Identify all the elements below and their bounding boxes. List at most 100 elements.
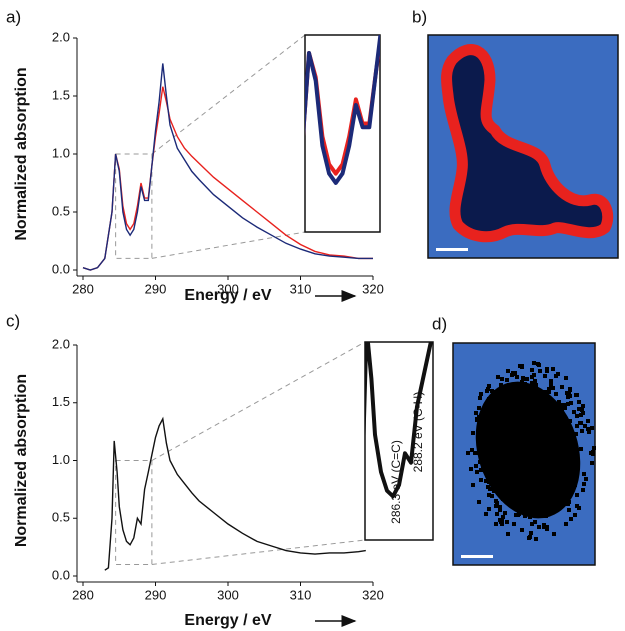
zoom-guide	[151, 341, 366, 461]
y-tick-label: 1.5	[52, 87, 70, 102]
pixel	[564, 417, 568, 421]
pixel	[520, 380, 524, 384]
inset-frame	[304, 34, 381, 233]
x-tick-label: 310	[290, 587, 312, 602]
pixel	[590, 426, 594, 430]
pixel	[586, 427, 590, 431]
pixel	[501, 515, 505, 519]
pixel	[567, 480, 571, 484]
pixel	[495, 501, 499, 505]
zoom-guide	[151, 231, 306, 259]
pixel	[494, 390, 498, 394]
pixel	[495, 512, 499, 516]
pixel	[577, 506, 581, 510]
pixel	[539, 509, 543, 513]
pixel	[533, 520, 537, 524]
y-tick-label: 1.0	[52, 145, 70, 160]
pixel	[521, 377, 525, 381]
pixel	[573, 463, 577, 467]
x-tick-label: 320	[362, 587, 384, 602]
annotation: 286.3 eV (C=C)	[389, 440, 403, 524]
pixel	[560, 385, 564, 389]
pixel	[544, 514, 548, 518]
panel-label: c)	[6, 311, 20, 330]
pixel	[569, 401, 573, 405]
pixel	[574, 393, 578, 397]
pixel	[525, 377, 529, 381]
x-tick-label: 280	[72, 587, 94, 602]
pixel	[532, 373, 536, 377]
pixel	[569, 433, 573, 437]
pixel	[572, 410, 576, 414]
pixel	[492, 394, 496, 398]
pixel	[470, 448, 474, 452]
pixel	[532, 361, 536, 365]
pixel	[575, 414, 579, 418]
pixel	[568, 387, 572, 391]
pixel	[543, 390, 547, 394]
pixel	[501, 497, 505, 501]
pixel	[568, 470, 572, 474]
x-tick-label: 290	[145, 281, 167, 296]
pixel	[499, 383, 503, 387]
pixel	[566, 402, 570, 406]
pixel	[484, 452, 488, 456]
pixel	[511, 371, 515, 375]
pixel	[558, 403, 562, 407]
pixel	[560, 407, 564, 411]
pixel	[511, 388, 515, 392]
pixel	[570, 481, 574, 485]
pixel	[577, 400, 581, 404]
pixel	[564, 376, 568, 380]
pixel	[477, 415, 481, 419]
pixel	[554, 392, 558, 396]
pixel	[475, 470, 479, 474]
pixel	[556, 505, 560, 509]
pixel	[487, 480, 491, 484]
pixel	[533, 379, 537, 383]
pixel	[496, 394, 500, 398]
zoom-box	[115, 153, 153, 259]
y-tick-label: 1.0	[52, 452, 70, 467]
pixel	[515, 375, 519, 379]
pixel	[551, 386, 555, 390]
pixel	[503, 511, 507, 515]
pixel	[487, 384, 491, 388]
pixel	[551, 367, 555, 371]
pixel	[543, 374, 547, 378]
pixel	[478, 442, 482, 446]
pixel	[583, 424, 587, 428]
inset-line-series	[365, 342, 433, 499]
pixel	[499, 409, 503, 413]
pixel	[574, 447, 578, 451]
pixel	[545, 369, 549, 373]
pixel	[471, 483, 475, 487]
pixel	[500, 390, 504, 394]
y-tick-label: 0.0	[52, 567, 70, 582]
zoom-guide	[151, 34, 306, 155]
pixel	[567, 508, 571, 512]
pixel	[528, 515, 532, 519]
pixel	[477, 406, 481, 410]
pixel	[523, 382, 527, 386]
pixel	[552, 499, 556, 503]
pixel	[574, 432, 578, 436]
pixel	[554, 374, 558, 378]
pixel	[549, 379, 553, 383]
pixel	[552, 532, 556, 536]
pixel	[509, 384, 513, 388]
y-tick-label: 2.0	[52, 336, 70, 351]
pixel	[586, 419, 590, 423]
pixel	[492, 487, 496, 491]
pixel	[512, 383, 516, 387]
pixel	[570, 452, 574, 456]
pixel	[487, 493, 491, 497]
pixel	[562, 403, 566, 407]
pixel	[577, 407, 581, 411]
pixel	[483, 444, 487, 448]
pixel	[581, 404, 585, 408]
pixel	[530, 368, 534, 372]
pixel	[549, 383, 553, 387]
pixel	[575, 493, 579, 497]
